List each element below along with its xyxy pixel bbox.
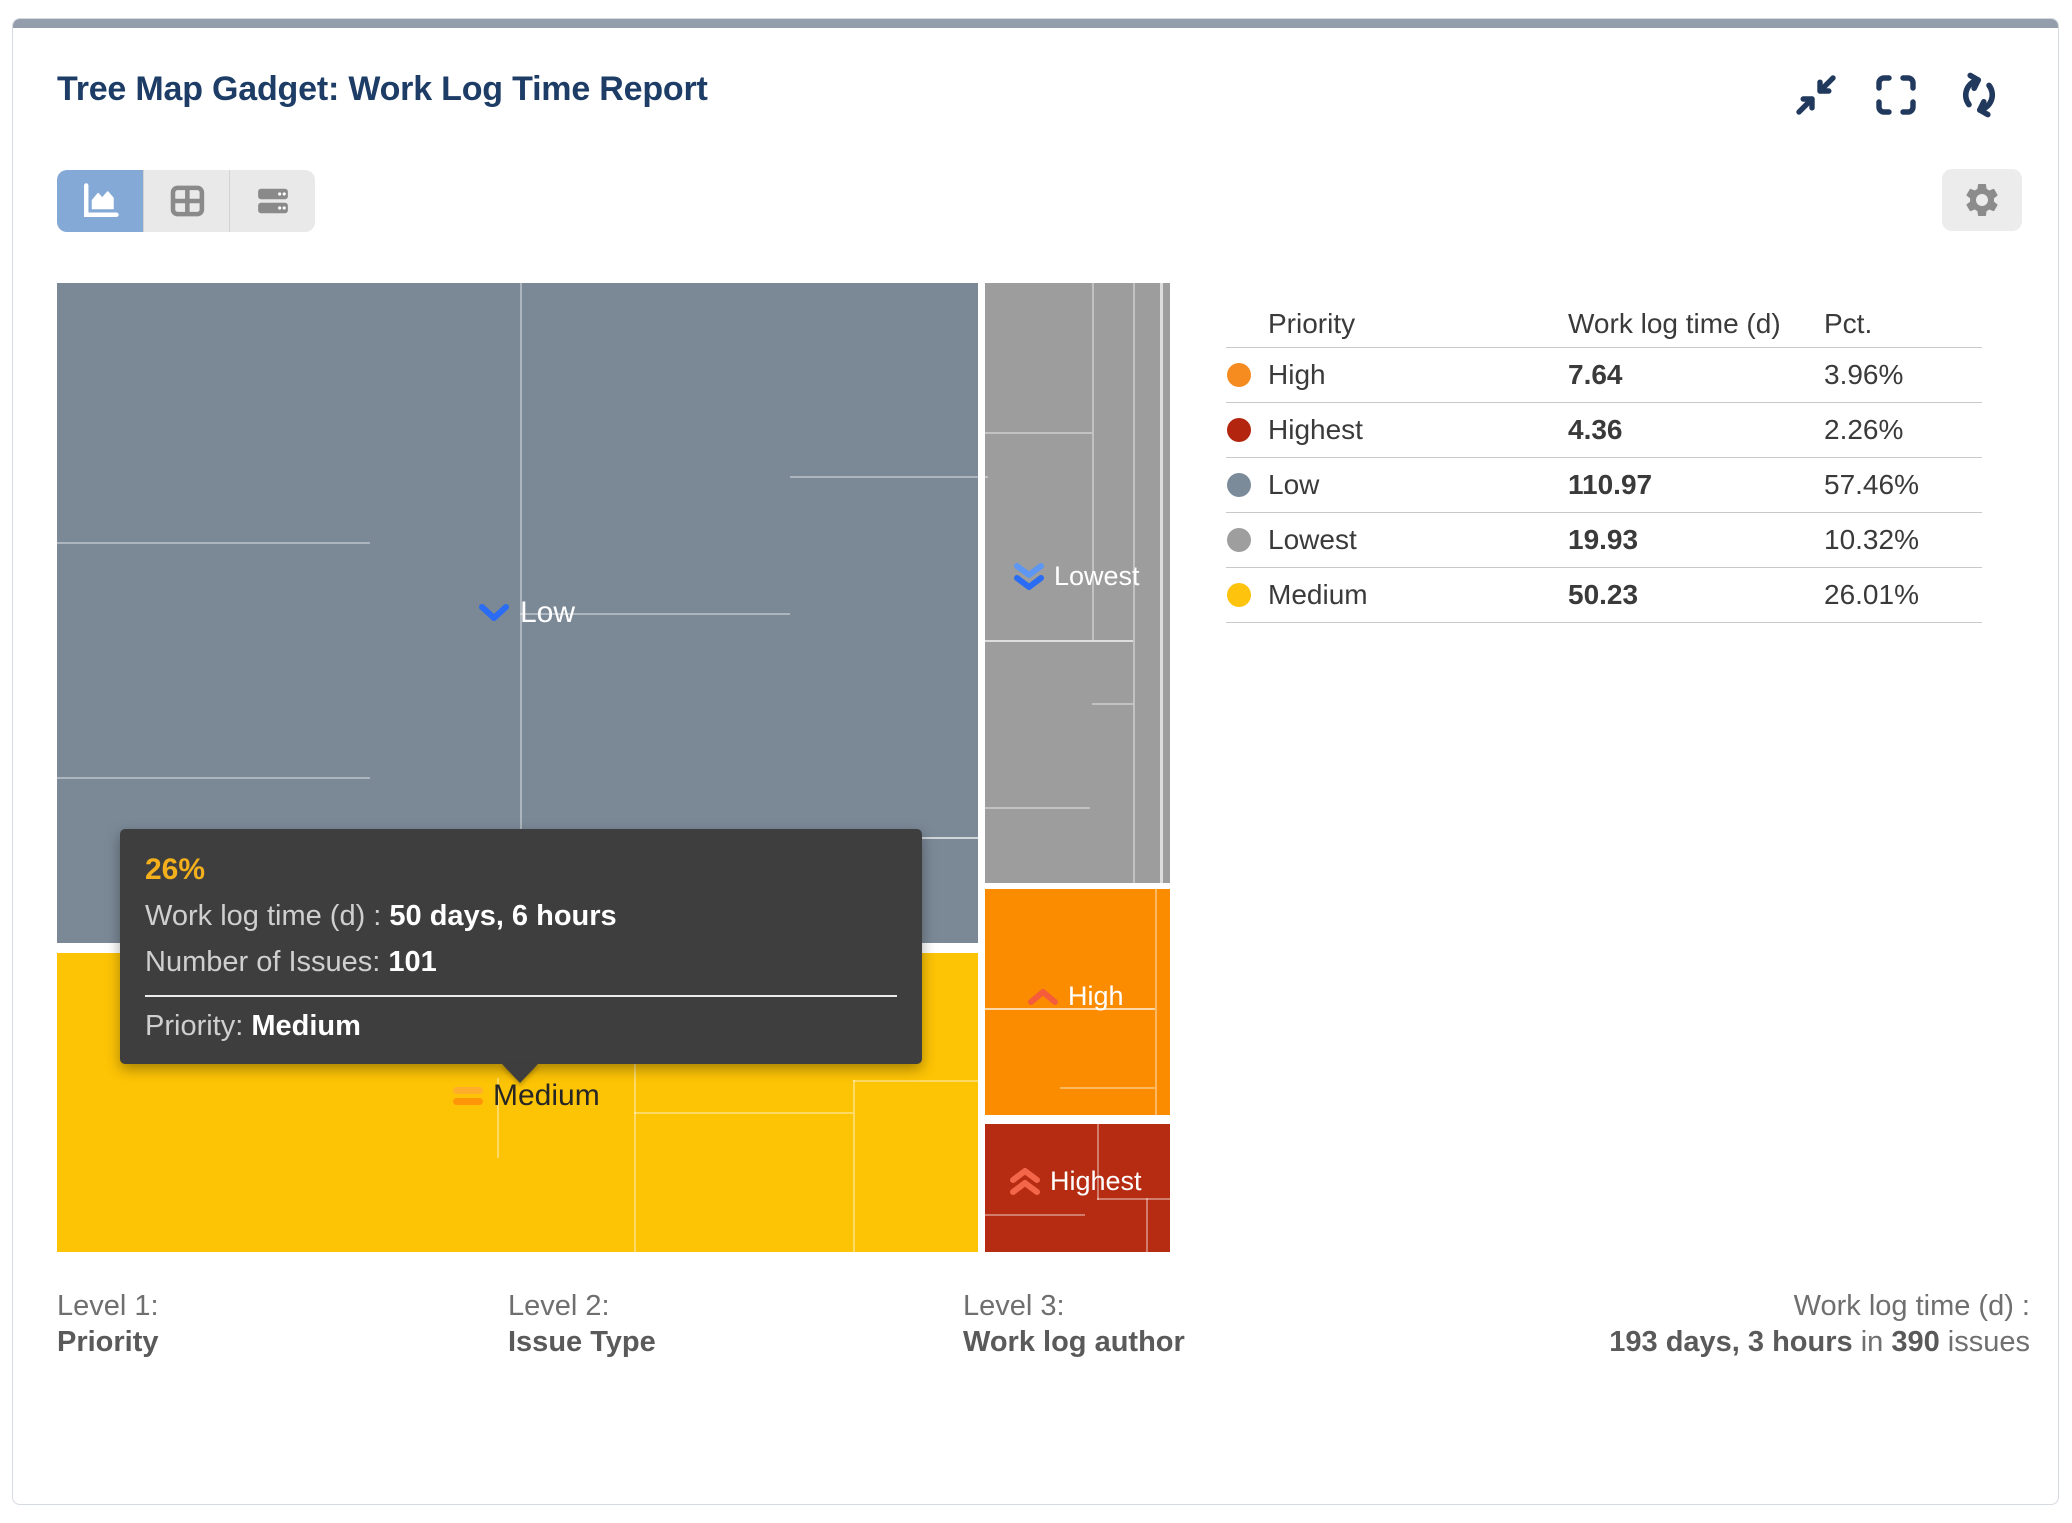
- cell-divider: [985, 807, 1090, 809]
- hover-tooltip: 26% Work log time (d) : 50 days, 6 hours…: [120, 829, 922, 1064]
- cell-divider: [985, 1214, 1085, 1216]
- table-view-button[interactable]: [143, 170, 229, 232]
- treemap-label-highest: Highest: [1009, 1166, 1142, 1197]
- cell-divider: [57, 777, 370, 779]
- tooltip-percent: 26%: [145, 853, 206, 886]
- legend-row-low: Low 110.97 57.46%: [1226, 458, 1982, 513]
- cell-divider: [1060, 1087, 1155, 1089]
- priority-lowest-icon: [1014, 563, 1044, 590]
- table-icon: [170, 185, 204, 217]
- high-color-dot: [1227, 363, 1251, 387]
- cell-divider: [634, 1112, 853, 1114]
- cell-divider: [1160, 283, 1163, 883]
- highest-color-dot: [1227, 418, 1251, 442]
- priority-medium-icon: [453, 1087, 483, 1105]
- legend-row-high: High 7.64 3.96%: [1226, 348, 1982, 403]
- settings-button[interactable]: [1942, 169, 2022, 231]
- cell-divider: [1146, 1198, 1148, 1252]
- worklog-total: Work log time (d) : 193 days, 3 hours in…: [1609, 1290, 2030, 1358]
- legend-col-pct: Pct.: [1824, 308, 1873, 339]
- collapse-icon[interactable]: [1792, 71, 1840, 119]
- cell-divider: [853, 1080, 978, 1082]
- cell-divider: [497, 1078, 499, 1158]
- treemap-label-lowest: Lowest: [1013, 561, 1140, 592]
- refresh-icon[interactable]: [1955, 71, 2003, 119]
- chart-view-button[interactable]: [57, 170, 143, 232]
- cell-divider: [985, 1008, 1155, 1010]
- cell-divider: [520, 613, 790, 615]
- area-chart-icon: [84, 183, 119, 217]
- cell-divider: [634, 1064, 636, 1252]
- treemap-section-lowest[interactable]: [985, 283, 1170, 883]
- priority-high-icon: [1028, 988, 1058, 1005]
- treemap-label-low: Low: [477, 596, 575, 630]
- legend-table: Priority Work log time (d) Pct. High 7.6…: [1226, 301, 1982, 623]
- tooltip-arrow: [501, 1063, 539, 1083]
- tooltip-divider: [145, 995, 897, 997]
- legend-col-worklog: Work log time (d): [1568, 308, 1781, 339]
- cell-divider: [1097, 1198, 1170, 1200]
- cell-divider: [853, 1080, 855, 1252]
- legend-row-medium: Medium 50.23 26.01%: [1226, 568, 1982, 623]
- cell-divider: [985, 432, 1092, 434]
- fullscreen-icon[interactable]: [1872, 71, 1920, 119]
- tooltip-issues-row: Number of Issues: 101: [145, 946, 437, 978]
- medium-color-dot: [1227, 583, 1251, 607]
- cell-divider: [985, 640, 1133, 642]
- cell-divider: [1155, 889, 1157, 1115]
- cell-divider: [1133, 283, 1135, 883]
- legend-row-highest: Highest 4.36 2.26%: [1226, 403, 1982, 458]
- legend-row-lowest: Lowest 19.93 10.32%: [1226, 513, 1982, 568]
- cell-divider: [1097, 1124, 1099, 1200]
- card-top-accent-bar: [13, 19, 2058, 28]
- cell-divider: [1092, 703, 1133, 705]
- lowest-color-dot: [1227, 528, 1251, 552]
- cell-divider: [1092, 283, 1094, 640]
- cell-divider: [57, 542, 370, 544]
- list-view-button[interactable]: [229, 170, 315, 232]
- legend-col-priority: Priority: [1268, 308, 1356, 339]
- cell-divider: [520, 283, 522, 943]
- tooltip-worklog-row: Work log time (d) : 50 days, 6 hours: [145, 900, 617, 932]
- tooltip-priority-row: Priority: Medium: [145, 1010, 361, 1042]
- priority-low-icon: [479, 604, 509, 621]
- view-switcher: [57, 170, 315, 232]
- treemap-label-high: High: [1027, 981, 1124, 1012]
- level3-label: Level 3: Work log author: [963, 1290, 1185, 1358]
- treemap-section-high[interactable]: [985, 889, 1170, 1115]
- rows-icon: [257, 188, 288, 214]
- cell-divider: [790, 476, 988, 478]
- low-color-dot: [1227, 473, 1251, 497]
- page-title: Tree Map Gadget: Work Log Time Report: [57, 70, 708, 108]
- priority-highest-icon: [1010, 1168, 1040, 1195]
- treemap-label-medium: Medium: [452, 1079, 600, 1113]
- level2-label: Level 2: Issue Type: [508, 1290, 656, 1358]
- legend-header-row: Priority Work log time (d) Pct.: [1226, 301, 1982, 348]
- level1-label: Level 1: Priority: [57, 1290, 159, 1358]
- gear-icon: [1966, 184, 1998, 216]
